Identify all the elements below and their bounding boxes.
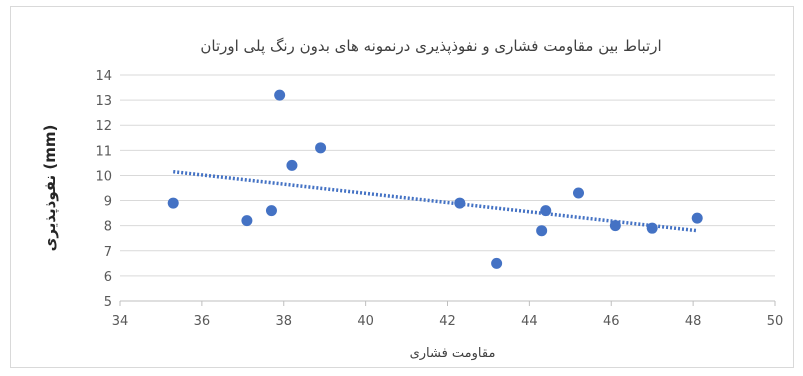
data-point — [167, 197, 179, 209]
data-point — [454, 197, 466, 209]
x-tick-label: 50 — [767, 314, 784, 329]
data-point — [609, 220, 621, 232]
y-tick-label: 12 — [95, 119, 112, 134]
data-point — [540, 205, 552, 217]
y-axis-label: نفوذپذیری (mm) — [41, 125, 60, 252]
data-point — [491, 257, 503, 269]
x-axis-label: مقاومت فشاری — [410, 346, 496, 361]
chart-title: ارتباط بین مقاومت فشاری و نفوذپذیری درنم… — [200, 37, 661, 56]
y-tick-label: 8 — [104, 220, 112, 235]
scatter-chart: ارتباط بین مقاومت فشاری و نفوذپذیری درنم… — [41, 37, 784, 361]
data-point — [536, 225, 548, 237]
data-point — [241, 215, 253, 227]
x-tick-label: 48 — [685, 314, 702, 329]
y-tick-label: 10 — [95, 169, 112, 184]
axes — [119, 300, 776, 306]
x-tick-label: 38 — [275, 314, 292, 329]
data-points — [167, 89, 703, 269]
y-tick-labels: 5 6 7 8 9 10 11 12 13 14 — [95, 69, 112, 310]
data-point — [265, 205, 277, 217]
x-tick-label: 42 — [439, 314, 456, 329]
data-point — [573, 187, 584, 199]
gridlines — [120, 74, 775, 277]
data-point — [691, 212, 703, 224]
x-tick-label: 40 — [357, 314, 374, 329]
y-tick-label: 13 — [95, 94, 112, 109]
y-tick-label: 9 — [104, 195, 112, 210]
x-tick-label: 46 — [603, 314, 620, 329]
data-point — [274, 89, 286, 101]
y-tick-label: 5 — [104, 295, 112, 310]
y-tick-label: 14 — [95, 69, 112, 84]
x-tick-label: 36 — [194, 314, 211, 329]
x-tick-label: 44 — [521, 314, 538, 329]
y-tick-label: 6 — [104, 270, 112, 285]
chart-frame: ارتباط بین مقاومت فشاری و نفوذپذیری درنم… — [10, 6, 794, 368]
x-tick-label: 34 — [112, 314, 129, 329]
data-point — [286, 159, 298, 171]
y-tick-label: 7 — [104, 245, 112, 260]
y-tick-label: 11 — [95, 144, 112, 159]
data-point — [315, 142, 327, 154]
x-tick-labels: 34 36 38 40 42 44 46 48 50 — [112, 314, 784, 329]
data-point — [646, 222, 658, 234]
